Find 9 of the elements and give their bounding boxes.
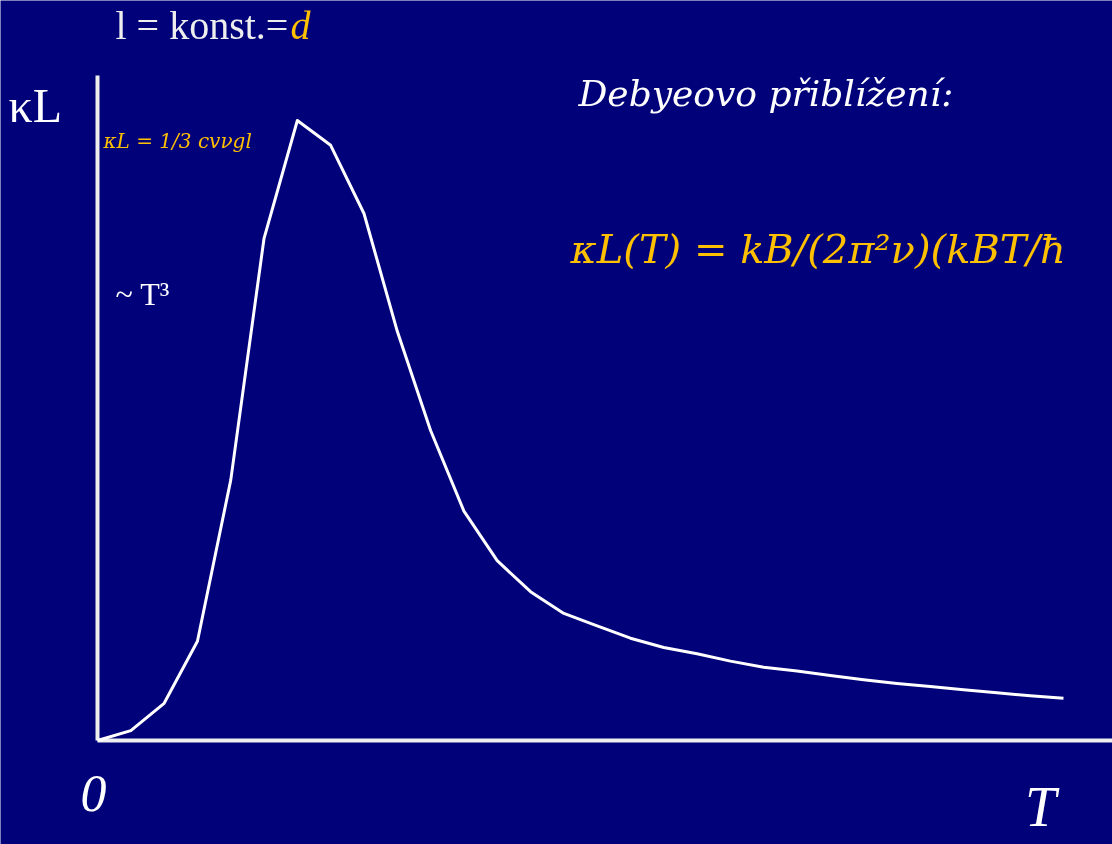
x-axis-title: T [1024,775,1060,838]
y-axis-title: κL [8,78,63,132]
annotation: κL = 1/3 cvνgl [102,128,252,153]
text: Debyeovo přiblížení: [577,72,954,114]
annotation: ~ T³ [115,275,170,312]
text: d [290,2,312,48]
annotation: κL(T) = kB/(2π²ν)(kBT/ħ [569,225,1066,272]
text: l = konst.= [115,2,289,48]
text: 0 [80,764,107,822]
